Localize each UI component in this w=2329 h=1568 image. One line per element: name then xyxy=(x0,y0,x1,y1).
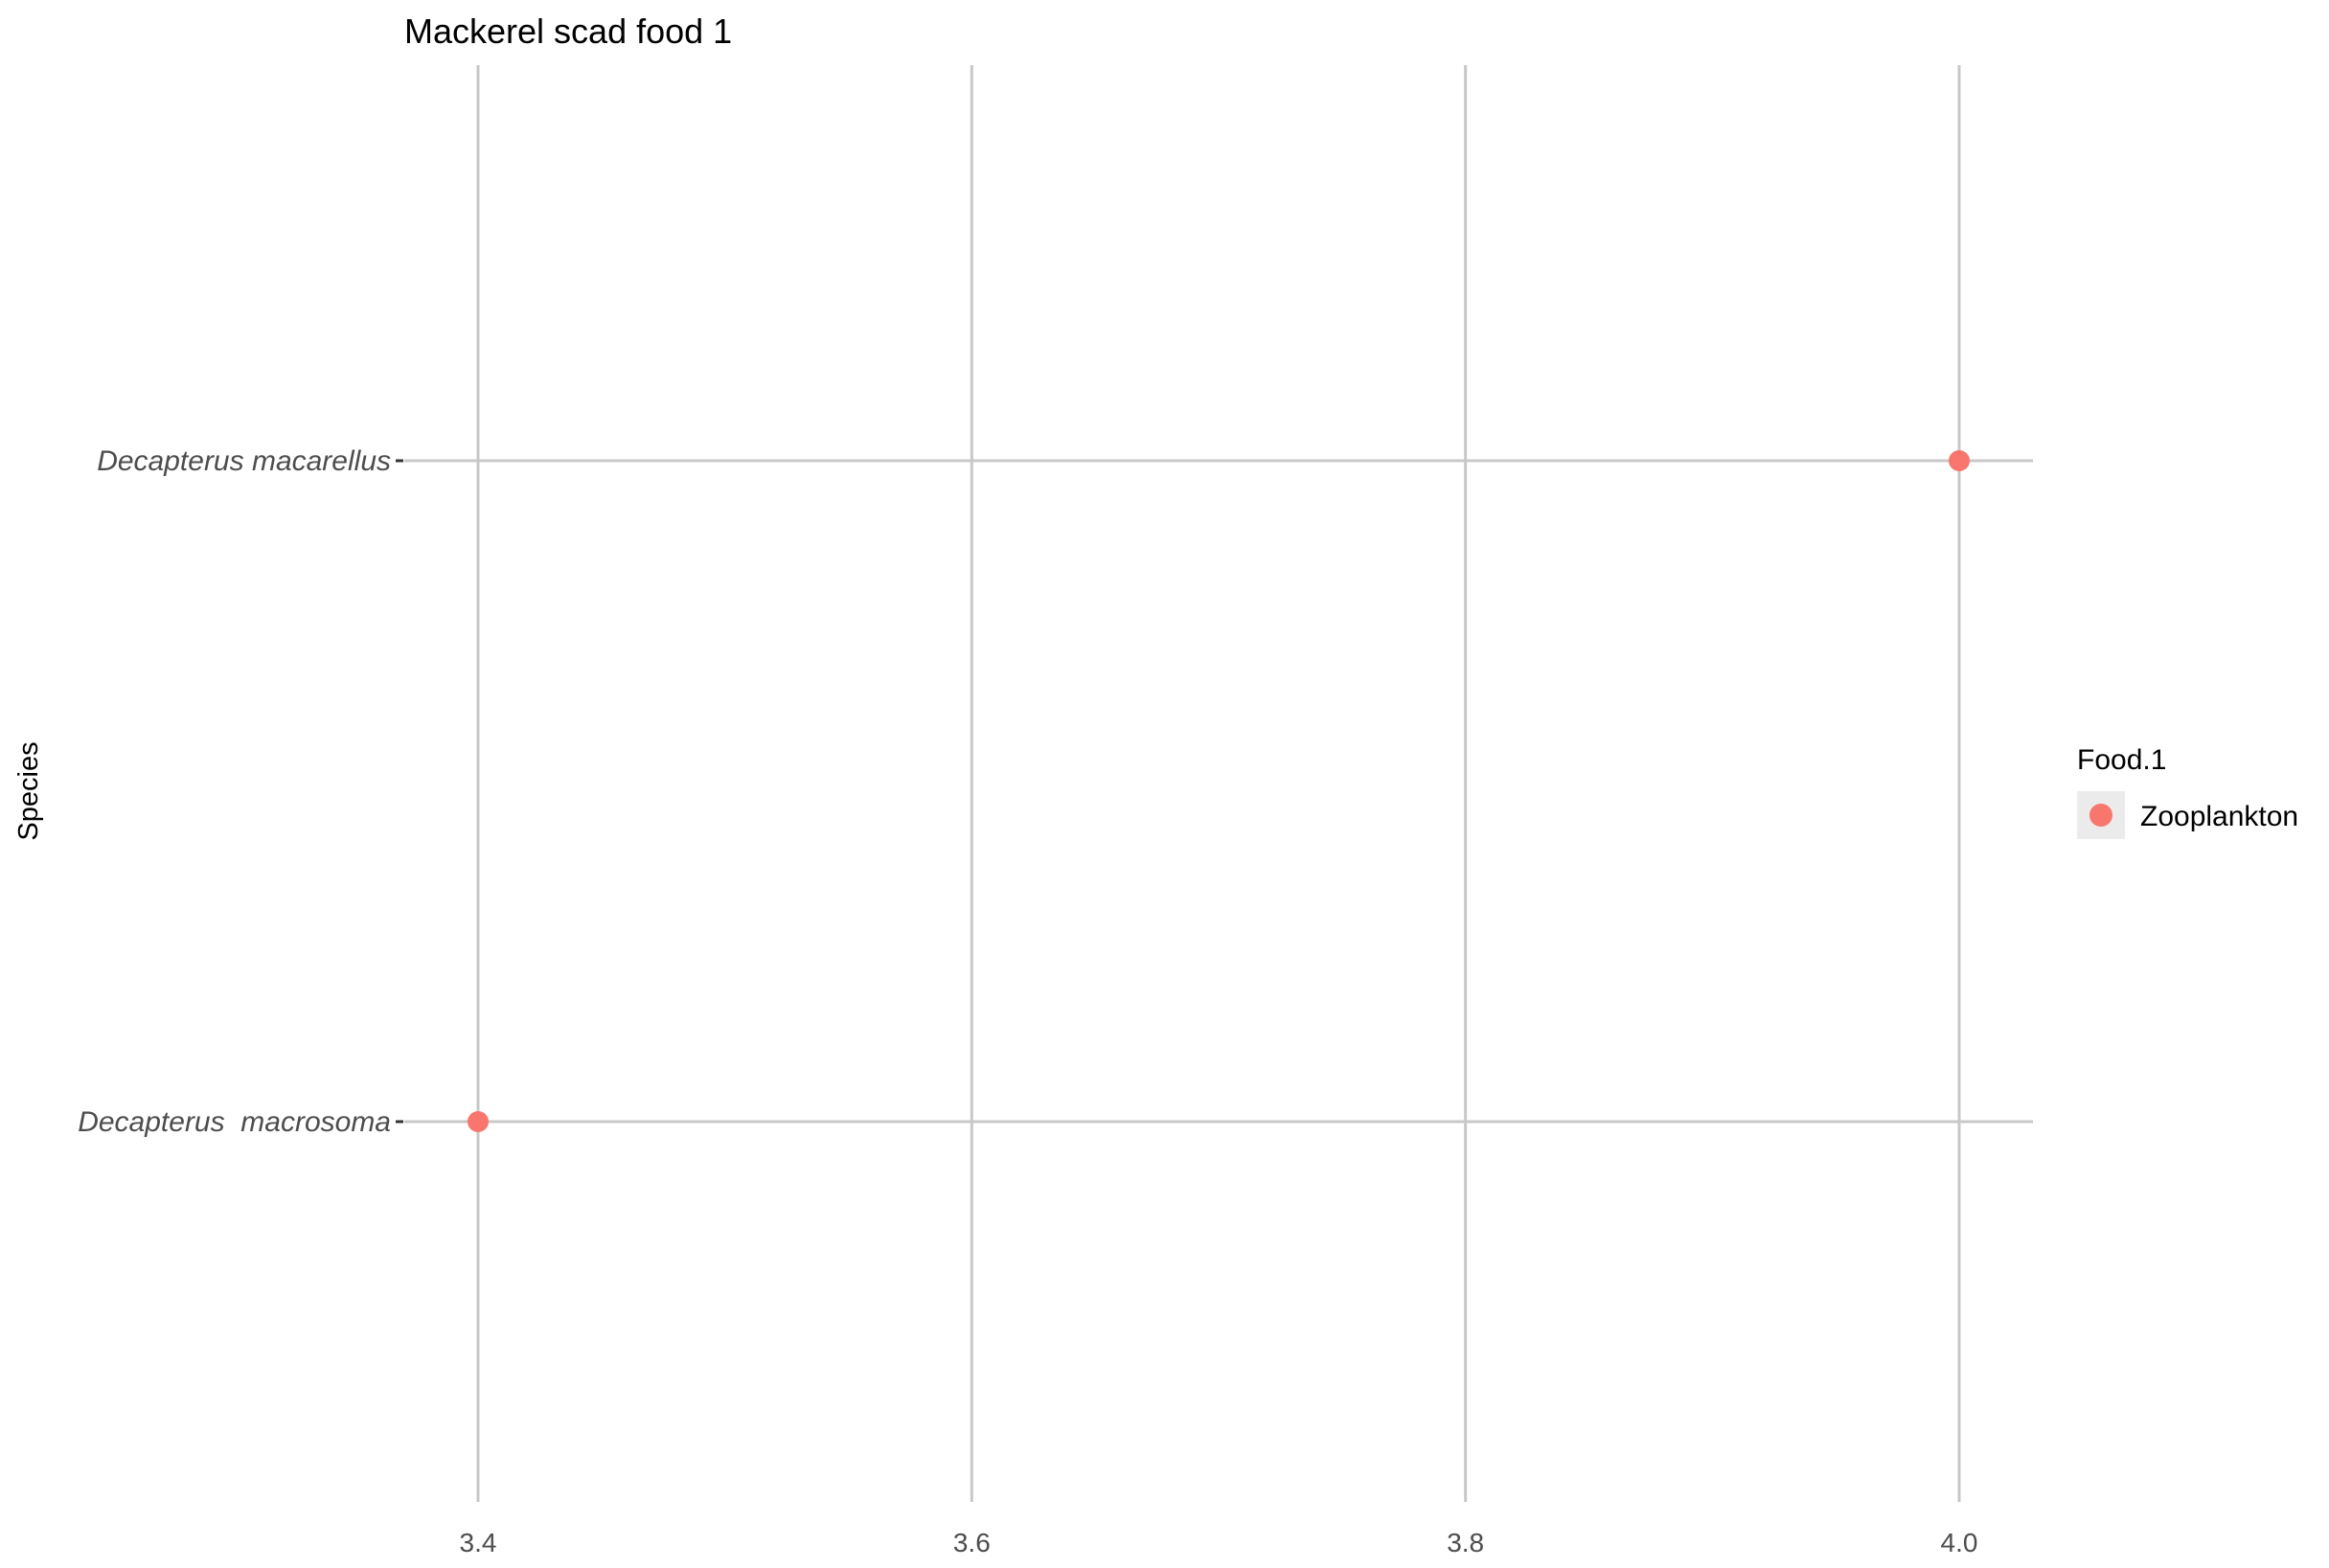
data-point xyxy=(1949,450,1970,471)
y-axis-label: Species xyxy=(13,741,44,840)
tick-labels: 3.4 3.6 3.8 4.0 Decapterus macrosoma Decapter… xyxy=(78,445,1977,1557)
y-tick-label: Decapterus macarellus xyxy=(97,445,391,477)
axis-ticks xyxy=(396,459,403,1124)
x-tick-label: 3.6 xyxy=(953,1528,991,1557)
legend: Food.1 Zooplankton xyxy=(2077,744,2298,839)
x-tick-label: 4.0 xyxy=(1941,1528,1978,1557)
data-points xyxy=(468,450,1970,1132)
x-tick-label: 3.8 xyxy=(1447,1528,1484,1557)
legend-title: Food.1 xyxy=(2077,744,2166,776)
y-tick-label: Decapterus macrosoma xyxy=(78,1106,391,1138)
chart-title: Mackerel scad food 1 xyxy=(404,11,732,51)
legend-key-zooplankton xyxy=(2089,804,2112,827)
data-point xyxy=(468,1111,489,1132)
grid-lines xyxy=(404,65,2033,1502)
legend-label-zooplankton: Zooplankton xyxy=(2140,801,2298,832)
x-tick-label: 3.4 xyxy=(460,1528,497,1557)
